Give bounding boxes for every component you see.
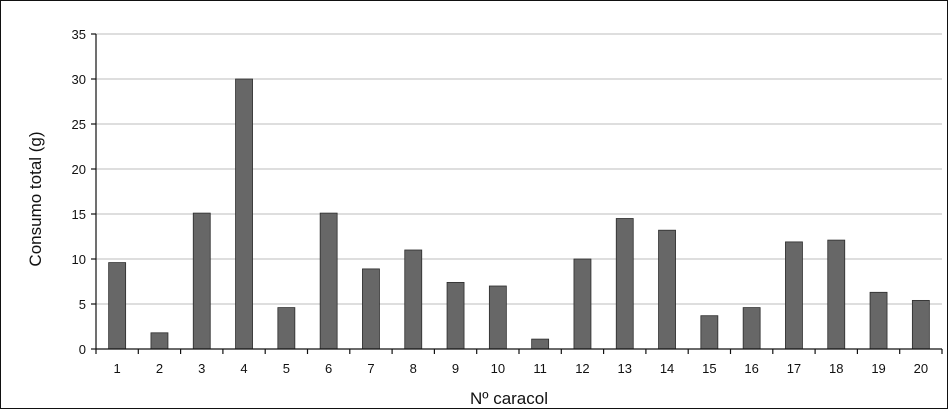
bar-2 xyxy=(150,332,169,350)
x-tick-label: 6 xyxy=(325,361,332,376)
x-tick-label: 8 xyxy=(410,361,417,376)
x-tick-label: 11 xyxy=(533,361,547,376)
bar-18 xyxy=(827,239,846,350)
x-tick-label: 10 xyxy=(491,361,505,376)
x-tick-label: 9 xyxy=(452,361,459,376)
bar-10 xyxy=(488,285,507,350)
x-tick-label: 2 xyxy=(156,361,163,376)
y-tick-label: 35 xyxy=(72,27,86,42)
x-tick-label: 1 xyxy=(114,361,121,376)
bars xyxy=(108,78,930,350)
y-tick-label: 10 xyxy=(72,252,86,267)
grid-lines xyxy=(96,33,942,305)
bar-8 xyxy=(404,249,423,350)
y-tick-label: 30 xyxy=(72,72,86,87)
bar-9 xyxy=(446,281,465,350)
x-tick-label: 20 xyxy=(914,361,928,376)
bar-5 xyxy=(277,307,296,350)
x-tick-label: 17 xyxy=(787,361,801,376)
bar-3 xyxy=(192,212,211,350)
bar-19 xyxy=(869,291,888,350)
x-tick-label: 18 xyxy=(829,361,843,376)
bar-4 xyxy=(235,78,253,350)
bar-17 xyxy=(785,241,803,350)
y-axis-title: Consumo total (g) xyxy=(26,131,45,266)
y-tick-label: 5 xyxy=(79,297,86,312)
bar-11 xyxy=(531,338,550,350)
x-tick-label: 15 xyxy=(702,361,716,376)
y-tick-label: 25 xyxy=(72,117,86,132)
bar-12 xyxy=(573,258,592,350)
y-tick-label: 20 xyxy=(72,162,86,177)
x-tick-label: 5 xyxy=(283,361,290,376)
y-tick-labels: 0 5 10 15 20 25 30 35 xyxy=(72,27,86,357)
x-tick-label: 12 xyxy=(575,361,589,376)
bar-7 xyxy=(362,268,380,350)
x-tick-label: 13 xyxy=(618,361,632,376)
axes xyxy=(91,33,943,354)
bar-14 xyxy=(658,229,676,350)
x-tick-label: 3 xyxy=(198,361,205,376)
bar-20 xyxy=(911,299,930,350)
x-axis-title: Nº caracol xyxy=(470,389,548,408)
bar-16 xyxy=(742,307,761,350)
y-tick-label: 0 xyxy=(79,342,86,357)
x-tick-label: 19 xyxy=(871,361,885,376)
bar-1 xyxy=(108,262,127,350)
bar-13 xyxy=(615,218,634,350)
x-tick-labels: 1 2 3 4 5 6 7 8 9 10 11 12 13 14 15 16 17 18 19 20 xyxy=(114,361,929,376)
y-tick-label: 15 xyxy=(72,207,86,222)
x-tick-label: 14 xyxy=(660,361,674,376)
x-tick-label: 7 xyxy=(367,361,374,376)
bar-15 xyxy=(700,315,719,350)
bar-6 xyxy=(319,212,338,350)
x-tick-label: 4 xyxy=(240,361,247,376)
x-tick-label: 16 xyxy=(744,361,758,376)
